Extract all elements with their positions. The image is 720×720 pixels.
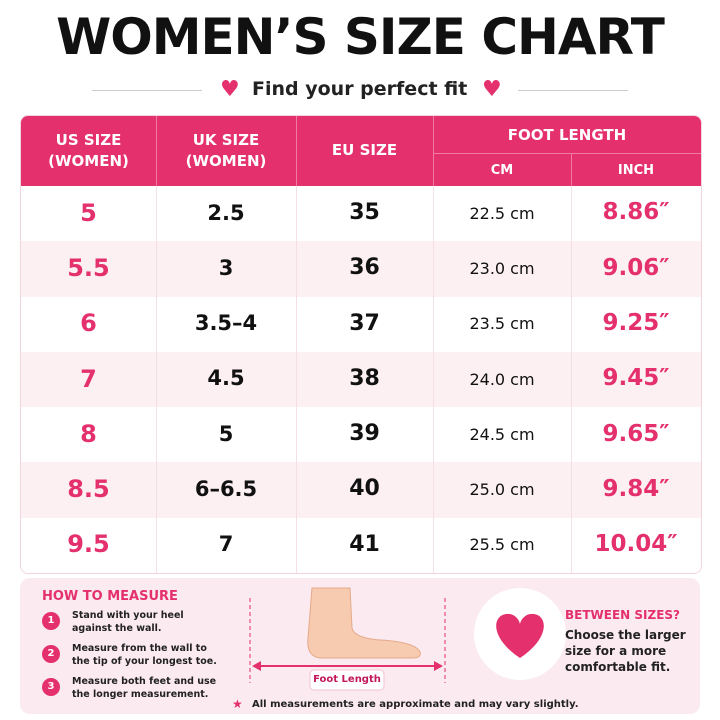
cell: 10.04″ <box>594 531 678 558</box>
between-title: BETWEEN SIZES? <box>565 608 680 622</box>
column-header: EU SIZE <box>331 141 398 159</box>
row-bg <box>21 407 701 463</box>
column-divider <box>571 186 572 573</box>
group-header: FOOT LENGTH <box>507 126 627 144</box>
column-header: CM <box>490 163 514 178</box>
heart <box>496 613 544 658</box>
foot-length-label: Foot Length <box>313 674 381 685</box>
cell: 5 <box>80 198 97 227</box>
step-text: Measure from the wall to <box>72 643 207 654</box>
cell: 23.5 cm <box>469 314 535 334</box>
title: WOMEN’S SIZE CHART <box>56 8 665 66</box>
cell: 38 <box>349 365 380 391</box>
cell: 7 <box>218 532 234 557</box>
row-bg <box>21 462 701 518</box>
cell: 9.5 <box>67 530 110 559</box>
column-header: INCH <box>617 163 655 178</box>
row-bg <box>21 241 701 297</box>
cell: 8.5 <box>67 475 110 504</box>
cell: 25.0 cm <box>469 480 535 500</box>
cell: 37 <box>349 310 380 336</box>
header-divider <box>433 153 701 154</box>
step-text: against the wall. <box>72 623 162 634</box>
cell: 41 <box>349 531 380 557</box>
cell: 6 <box>80 309 97 338</box>
column-header: (WOMEN) <box>185 152 267 170</box>
cell: 9.84″ <box>602 475 670 502</box>
cell: 35 <box>349 200 380 225</box>
size-table: US SIZE (WOMEN) UK SIZE (WOMEN) EU SIZE FOOT … <box>20 115 702 574</box>
between-text: Choose the larger <box>565 628 686 642</box>
cell: 3 <box>218 255 234 280</box>
header-bg <box>21 116 701 186</box>
cell: 22.5 cm <box>469 203 535 223</box>
step-number: 1 <box>42 612 60 630</box>
column-header: US SIZE <box>55 131 122 149</box>
cell: 2.5 <box>207 200 245 225</box>
note: All measurements are approximate and may… <box>252 699 579 710</box>
row-bg <box>21 186 701 242</box>
cell: 8 <box>80 419 97 448</box>
cell: 9.45″ <box>602 365 670 392</box>
cell: 9.25″ <box>602 309 670 336</box>
cell: 6–6.5 <box>194 477 258 502</box>
measure-panel: Foot Length HOW TO MEASURE BETWEEN SIZES… <box>20 578 700 714</box>
cell: 5.5 <box>67 254 110 283</box>
header-divider <box>156 116 157 186</box>
cell: 7 <box>80 364 97 393</box>
column-divider <box>156 186 157 573</box>
row-bg <box>21 296 701 352</box>
cell: 36 <box>349 255 380 281</box>
step-number: 2 <box>42 645 60 663</box>
cell: 5 <box>218 421 234 446</box>
header-divider <box>571 153 572 186</box>
rule <box>92 90 202 91</box>
header-divider <box>433 116 434 186</box>
row-bg <box>21 351 701 408</box>
step-text: Stand with your heel <box>72 610 184 621</box>
subtitle: Find your perfect fit <box>252 78 468 100</box>
star: ★ <box>232 697 243 711</box>
column-header: UK SIZE <box>192 131 260 149</box>
cell: 4.5 <box>207 366 245 391</box>
cell: 40 <box>349 476 380 502</box>
cell: 9.06″ <box>602 254 670 281</box>
between-text: comfortable fit. <box>565 660 671 674</box>
step-text: Measure both feet and use <box>72 676 217 687</box>
step-number: 3 <box>42 678 60 696</box>
step-text: the longer measurement. <box>72 689 209 700</box>
column-header: (WOMEN) <box>48 152 129 170</box>
header-divider <box>296 116 297 186</box>
cell: 25.5 cm <box>469 535 535 555</box>
cell: 8.86″ <box>602 199 670 226</box>
cell: 3.5–4 <box>194 311 258 336</box>
illustration <box>249 587 566 691</box>
heart: ♥ <box>220 77 240 102</box>
rule <box>518 90 628 91</box>
foot <box>307 587 421 659</box>
label-box <box>309 669 385 691</box>
cell: 24.0 cm <box>469 369 535 389</box>
cell: 39 <box>349 421 380 447</box>
cell: 23.0 cm <box>469 259 535 278</box>
column-divider <box>433 186 434 573</box>
row-bg <box>21 517 701 573</box>
step-text: the tip of your longest toe. <box>72 656 217 667</box>
measure-title: HOW TO MEASURE <box>42 589 178 604</box>
cell: 24.5 cm <box>469 424 535 444</box>
between-text: size for a more <box>565 644 667 658</box>
heart: ♥ <box>482 77 502 102</box>
column-divider <box>296 186 297 573</box>
cell: 9.65″ <box>602 420 670 447</box>
